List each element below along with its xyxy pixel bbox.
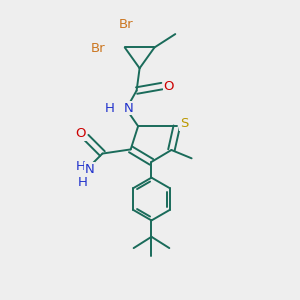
Text: N: N: [85, 163, 94, 176]
Text: O: O: [76, 127, 86, 140]
Text: S: S: [180, 117, 188, 130]
Text: O: O: [163, 80, 174, 93]
Text: N: N: [124, 102, 134, 115]
Text: H: H: [78, 176, 88, 189]
Text: Br: Br: [91, 42, 105, 56]
Text: H: H: [105, 102, 115, 115]
Text: H: H: [76, 160, 86, 173]
Text: Br: Br: [119, 18, 134, 31]
